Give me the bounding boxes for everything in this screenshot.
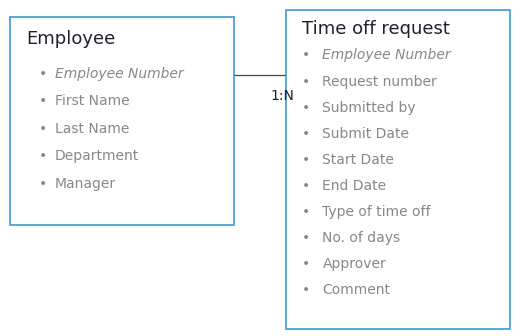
Text: Type of time off: Type of time off: [322, 205, 431, 219]
Text: •: •: [302, 48, 310, 62]
Text: •: •: [302, 153, 310, 167]
Text: •: •: [39, 150, 47, 163]
Text: Request number: Request number: [322, 75, 437, 88]
Text: Start Date: Start Date: [322, 153, 394, 167]
Text: •: •: [39, 177, 47, 191]
Text: •: •: [39, 122, 47, 136]
Text: Department: Department: [55, 150, 139, 163]
Text: Employee Number: Employee Number: [55, 67, 183, 81]
Text: •: •: [302, 100, 310, 115]
Text: •: •: [302, 257, 310, 271]
Text: Manager: Manager: [55, 177, 116, 191]
Text: Time off request: Time off request: [302, 20, 449, 38]
Text: No. of days: No. of days: [322, 231, 400, 245]
Text: •: •: [302, 283, 310, 297]
Text: •: •: [302, 179, 310, 193]
Text: Approver: Approver: [322, 257, 386, 271]
FancyBboxPatch shape: [10, 17, 234, 225]
Text: Employee Number: Employee Number: [322, 48, 451, 62]
Text: Submit Date: Submit Date: [322, 127, 409, 141]
Text: Last Name: Last Name: [55, 122, 129, 136]
Text: •: •: [39, 67, 47, 81]
Text: End Date: End Date: [322, 179, 386, 193]
FancyBboxPatch shape: [286, 10, 510, 329]
Text: First Name: First Name: [55, 94, 129, 109]
Text: Submitted by: Submitted by: [322, 100, 416, 115]
Text: Employee: Employee: [26, 30, 115, 48]
Text: •: •: [302, 231, 310, 245]
Text: •: •: [302, 75, 310, 88]
Text: •: •: [302, 205, 310, 219]
Text: Comment: Comment: [322, 283, 391, 297]
Text: •: •: [39, 94, 47, 109]
Text: 1:N: 1:N: [270, 89, 294, 102]
Text: •: •: [302, 127, 310, 141]
